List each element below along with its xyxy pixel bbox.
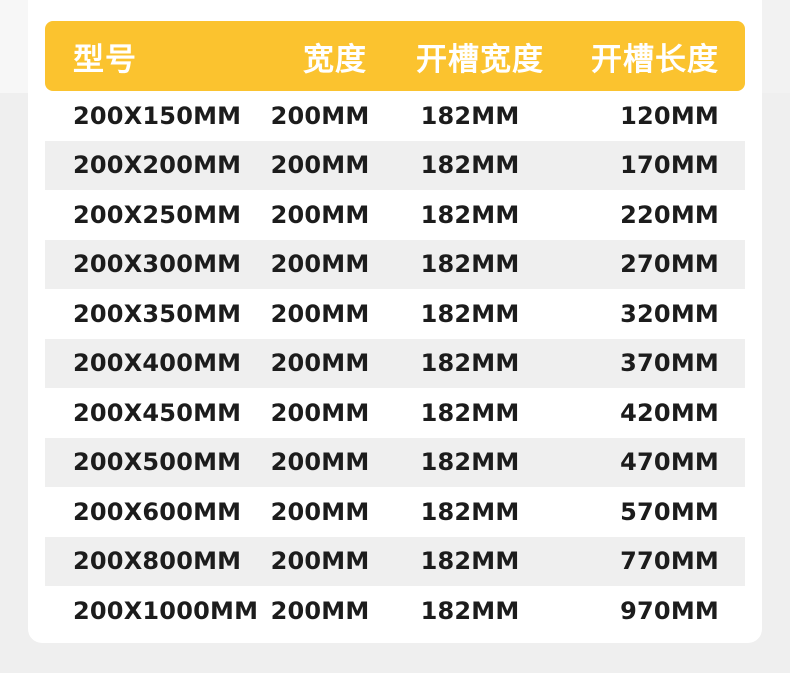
slot-width-cell: 182MM	[420, 101, 520, 130]
model-cell: 200X600MM	[73, 497, 242, 526]
spec-table: 型号 宽度 开槽宽度 开槽长度 200X150MM 200MM 182MM 120MM…	[45, 21, 745, 636]
model-cell: 200X450MM	[73, 398, 242, 427]
table-row: 200X300MM 200MM 182MM 270MM	[45, 239, 745, 289]
width-cell: 200MM	[270, 101, 370, 130]
slot-width-cell: 182MM	[420, 299, 520, 328]
width-cell: 200MM	[270, 497, 370, 526]
table-row: 200X1000MM 200MM 182MM 970MM	[45, 586, 745, 636]
slot-length-cell: 420MM	[620, 398, 719, 427]
model-cell: 200X250MM	[73, 200, 242, 229]
slot-width-cell: 182MM	[420, 349, 520, 378]
slot-length-cell: 270MM	[620, 250, 719, 279]
slot-width-cell: 182MM	[420, 151, 520, 180]
slot-length-cell: 570MM	[620, 497, 719, 526]
width-cell: 200MM	[270, 200, 370, 229]
table-row: 200X800MM 200MM 182MM 770MM	[45, 536, 745, 586]
table-body: 200X150MM 200MM 182MM 120MM 200X200MM 200MM 18…	[45, 91, 745, 636]
width-cell: 200MM	[270, 349, 370, 378]
table-header-row: 型号 宽度 开槽宽度 开槽长度	[45, 21, 745, 91]
model-cell: 200X400MM	[73, 349, 242, 378]
model-cell: 200X200MM	[73, 151, 242, 180]
table-row: 200X400MM 200MM 182MM 370MM	[45, 338, 745, 388]
slot-length-cell: 320MM	[620, 299, 719, 328]
slot-width-cell: 182MM	[420, 200, 520, 229]
model-cell: 200X150MM	[73, 101, 242, 130]
width-cell: 200MM	[270, 299, 370, 328]
width-cell: 200MM	[270, 596, 370, 625]
spec-card	[28, 0, 762, 643]
model-cell: 200X500MM	[73, 448, 242, 477]
width-cell: 200MM	[270, 398, 370, 427]
slot-width-cell: 182MM	[420, 250, 520, 279]
width-cell: 200MM	[270, 547, 370, 576]
table-row: 200X450MM 200MM 182MM 420MM	[45, 388, 745, 438]
header-width: 宽度	[303, 41, 367, 78]
table-row: 200X600MM 200MM 182MM 570MM	[45, 487, 745, 537]
width-cell: 200MM	[270, 250, 370, 279]
slot-width-cell: 182MM	[420, 398, 520, 427]
width-cell: 200MM	[270, 448, 370, 477]
table-row: 200X150MM 200MM 182MM 120MM	[45, 91, 745, 141]
header-slot-length: 开槽长度	[591, 41, 719, 78]
slot-length-cell: 170MM	[620, 151, 719, 180]
slot-width-cell: 182MM	[420, 448, 520, 477]
table-row: 200X200MM 200MM 182MM 170MM	[45, 140, 745, 190]
model-cell: 200X800MM	[73, 547, 242, 576]
model-cell: 200X300MM	[73, 250, 242, 279]
slot-length-cell: 220MM	[620, 200, 719, 229]
model-cell: 200X350MM	[73, 299, 242, 328]
header-slot-width: 开槽宽度	[416, 41, 544, 78]
slot-length-cell: 970MM	[620, 596, 719, 625]
slot-length-cell: 770MM	[620, 547, 719, 576]
slot-width-cell: 182MM	[420, 547, 520, 576]
width-cell: 200MM	[270, 151, 370, 180]
table-row: 200X350MM 200MM 182MM 320MM	[45, 289, 745, 339]
table-row: 200X250MM 200MM 182MM 220MM	[45, 190, 745, 240]
slot-length-cell: 370MM	[620, 349, 719, 378]
slot-length-cell: 120MM	[620, 101, 719, 130]
header-model: 型号	[73, 41, 137, 78]
table-row: 200X500MM 200MM 182MM 470MM	[45, 437, 745, 487]
slot-width-cell: 182MM	[420, 497, 520, 526]
slot-length-cell: 470MM	[620, 448, 719, 477]
slot-width-cell: 182MM	[420, 596, 520, 625]
model-cell: 200X1000MM	[73, 596, 259, 625]
